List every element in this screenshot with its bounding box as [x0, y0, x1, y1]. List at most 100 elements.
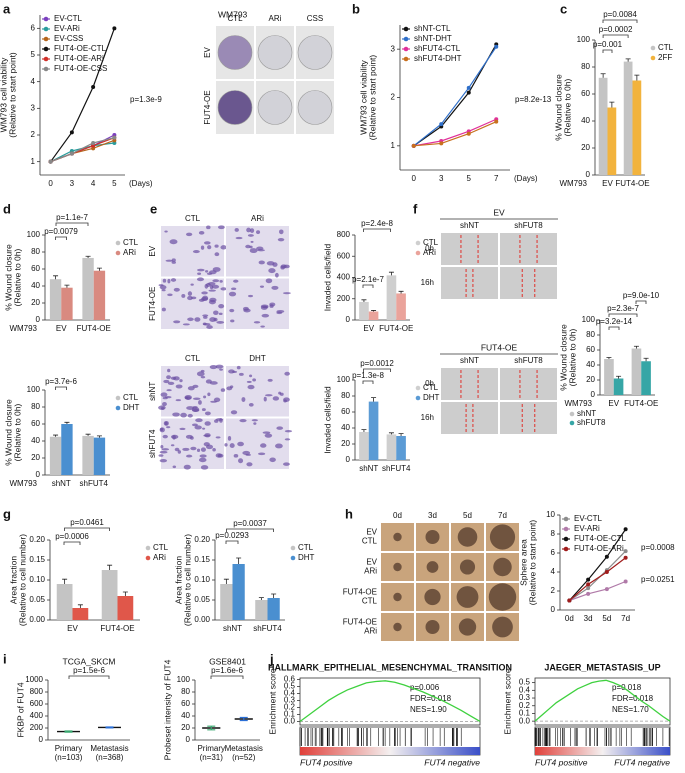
- error-bar: [239, 716, 248, 722]
- bar: [631, 348, 642, 395]
- legend-label: CTL: [123, 238, 139, 247]
- image-cell: [245, 244, 251, 249]
- image-cell: [198, 298, 205, 302]
- image: [500, 267, 557, 299]
- image-cell: [190, 296, 197, 300]
- image-cell: [194, 317, 201, 322]
- image-cell: [271, 285, 279, 290]
- image-cell: [186, 454, 193, 458]
- row-label: CTL: [362, 537, 378, 546]
- image-cell: [191, 423, 198, 427]
- image-cell: [213, 317, 218, 322]
- image-cell: [187, 317, 194, 322]
- image-cell: [264, 433, 273, 438]
- image-cell: [283, 397, 290, 402]
- y-tick-label: 0.5: [519, 678, 531, 687]
- image-cell: [171, 258, 176, 262]
- bar: [607, 107, 617, 175]
- image-cell: [193, 397, 201, 400]
- y-tick-label: 0: [586, 170, 591, 179]
- image-sphere: [426, 561, 439, 573]
- legend-swatch: [563, 526, 569, 532]
- image-cell: [208, 299, 216, 305]
- error-bar: [625, 58, 631, 62]
- column-label: ARi: [269, 14, 282, 23]
- image-cell: [165, 259, 173, 262]
- legend-label: FUT4-OE-ARi: [54, 54, 104, 63]
- image-sphere: [393, 532, 402, 542]
- image-cell: [226, 386, 233, 391]
- bar: [396, 436, 406, 460]
- image-sphere: [493, 557, 512, 577]
- annotation: p=0.0251: [641, 575, 675, 584]
- bracket: [63, 541, 81, 545]
- legend-label: EV-CTL: [54, 14, 83, 23]
- bracket: [362, 284, 374, 288]
- legend-label: CTL: [298, 543, 314, 552]
- image-cell: [196, 277, 205, 282]
- image-cell: [167, 293, 173, 297]
- y-tick-label: 800: [337, 230, 351, 239]
- legend-label: CTL: [423, 238, 439, 247]
- error-bar: [371, 310, 377, 312]
- line: [413, 46, 497, 147]
- point: [91, 85, 96, 89]
- x-tick-label: Primary: [197, 744, 225, 753]
- image-cell: [237, 441, 244, 447]
- y-tick-label: 0.1: [519, 709, 531, 718]
- error-bar: [398, 290, 404, 294]
- error-bar: [85, 255, 91, 258]
- line: [50, 142, 115, 163]
- bracket: [225, 540, 239, 544]
- error-bar: [236, 557, 242, 564]
- y-tick-label: 100: [582, 315, 596, 324]
- error-bar: [361, 429, 367, 432]
- image-cell: [262, 431, 271, 434]
- image-cell: [166, 426, 171, 429]
- y-tick-label: 4: [31, 77, 36, 86]
- image-cell: [206, 325, 213, 329]
- image-sphere: [488, 583, 517, 611]
- image-cell: [253, 422, 257, 425]
- image-dish: [297, 90, 333, 125]
- legend-label: shNT: [577, 409, 596, 418]
- image-cell: [200, 245, 205, 250]
- image-cell: [182, 447, 190, 451]
- x-tick-label: 4: [91, 179, 96, 188]
- error-bar: [53, 434, 59, 437]
- image-cell: [277, 238, 285, 242]
- legend-label: shFUT4-DHT: [414, 54, 462, 63]
- x-tick-label: EV: [67, 624, 78, 633]
- image-cell: [166, 375, 171, 380]
- column-label: shNT: [460, 221, 479, 230]
- image-cell: [276, 426, 284, 430]
- image-cell: [278, 391, 282, 395]
- image-cell: [159, 450, 168, 454]
- legend-swatch: [403, 26, 409, 32]
- y-tick-label: 0: [36, 315, 41, 324]
- y-tick-label: 20: [181, 723, 190, 732]
- image: [500, 368, 557, 400]
- image-cell: [167, 278, 171, 284]
- image-sphere: [489, 524, 516, 550]
- image-cell: [162, 402, 167, 407]
- image-cell: [218, 312, 223, 316]
- x-tick-label: EV: [608, 399, 619, 408]
- legend-label: ARi: [153, 553, 166, 562]
- y-tick-label: 80: [581, 62, 590, 71]
- x-tick-label: FUT4-OE: [615, 179, 649, 188]
- legend-label: EV-ARi: [54, 24, 80, 33]
- column-label: DHT: [249, 354, 266, 363]
- image-cell: [228, 291, 237, 297]
- y-tick-label: 20: [581, 143, 590, 152]
- y-tick-label: 0: [346, 455, 351, 464]
- y-axis-label: (Relative to 0h): [562, 79, 572, 137]
- rank-gradient: [300, 747, 480, 755]
- legend-swatch: [290, 545, 296, 551]
- x-end-label: FUT4 positive: [300, 757, 353, 767]
- annotation: NES=1.70: [612, 705, 649, 714]
- y-axis-label: Area fraction: [8, 556, 18, 604]
- image-cell: [203, 395, 207, 399]
- y-axis-label: (Relative to cell number): [17, 534, 27, 626]
- x-tick-label: 3: [439, 174, 444, 183]
